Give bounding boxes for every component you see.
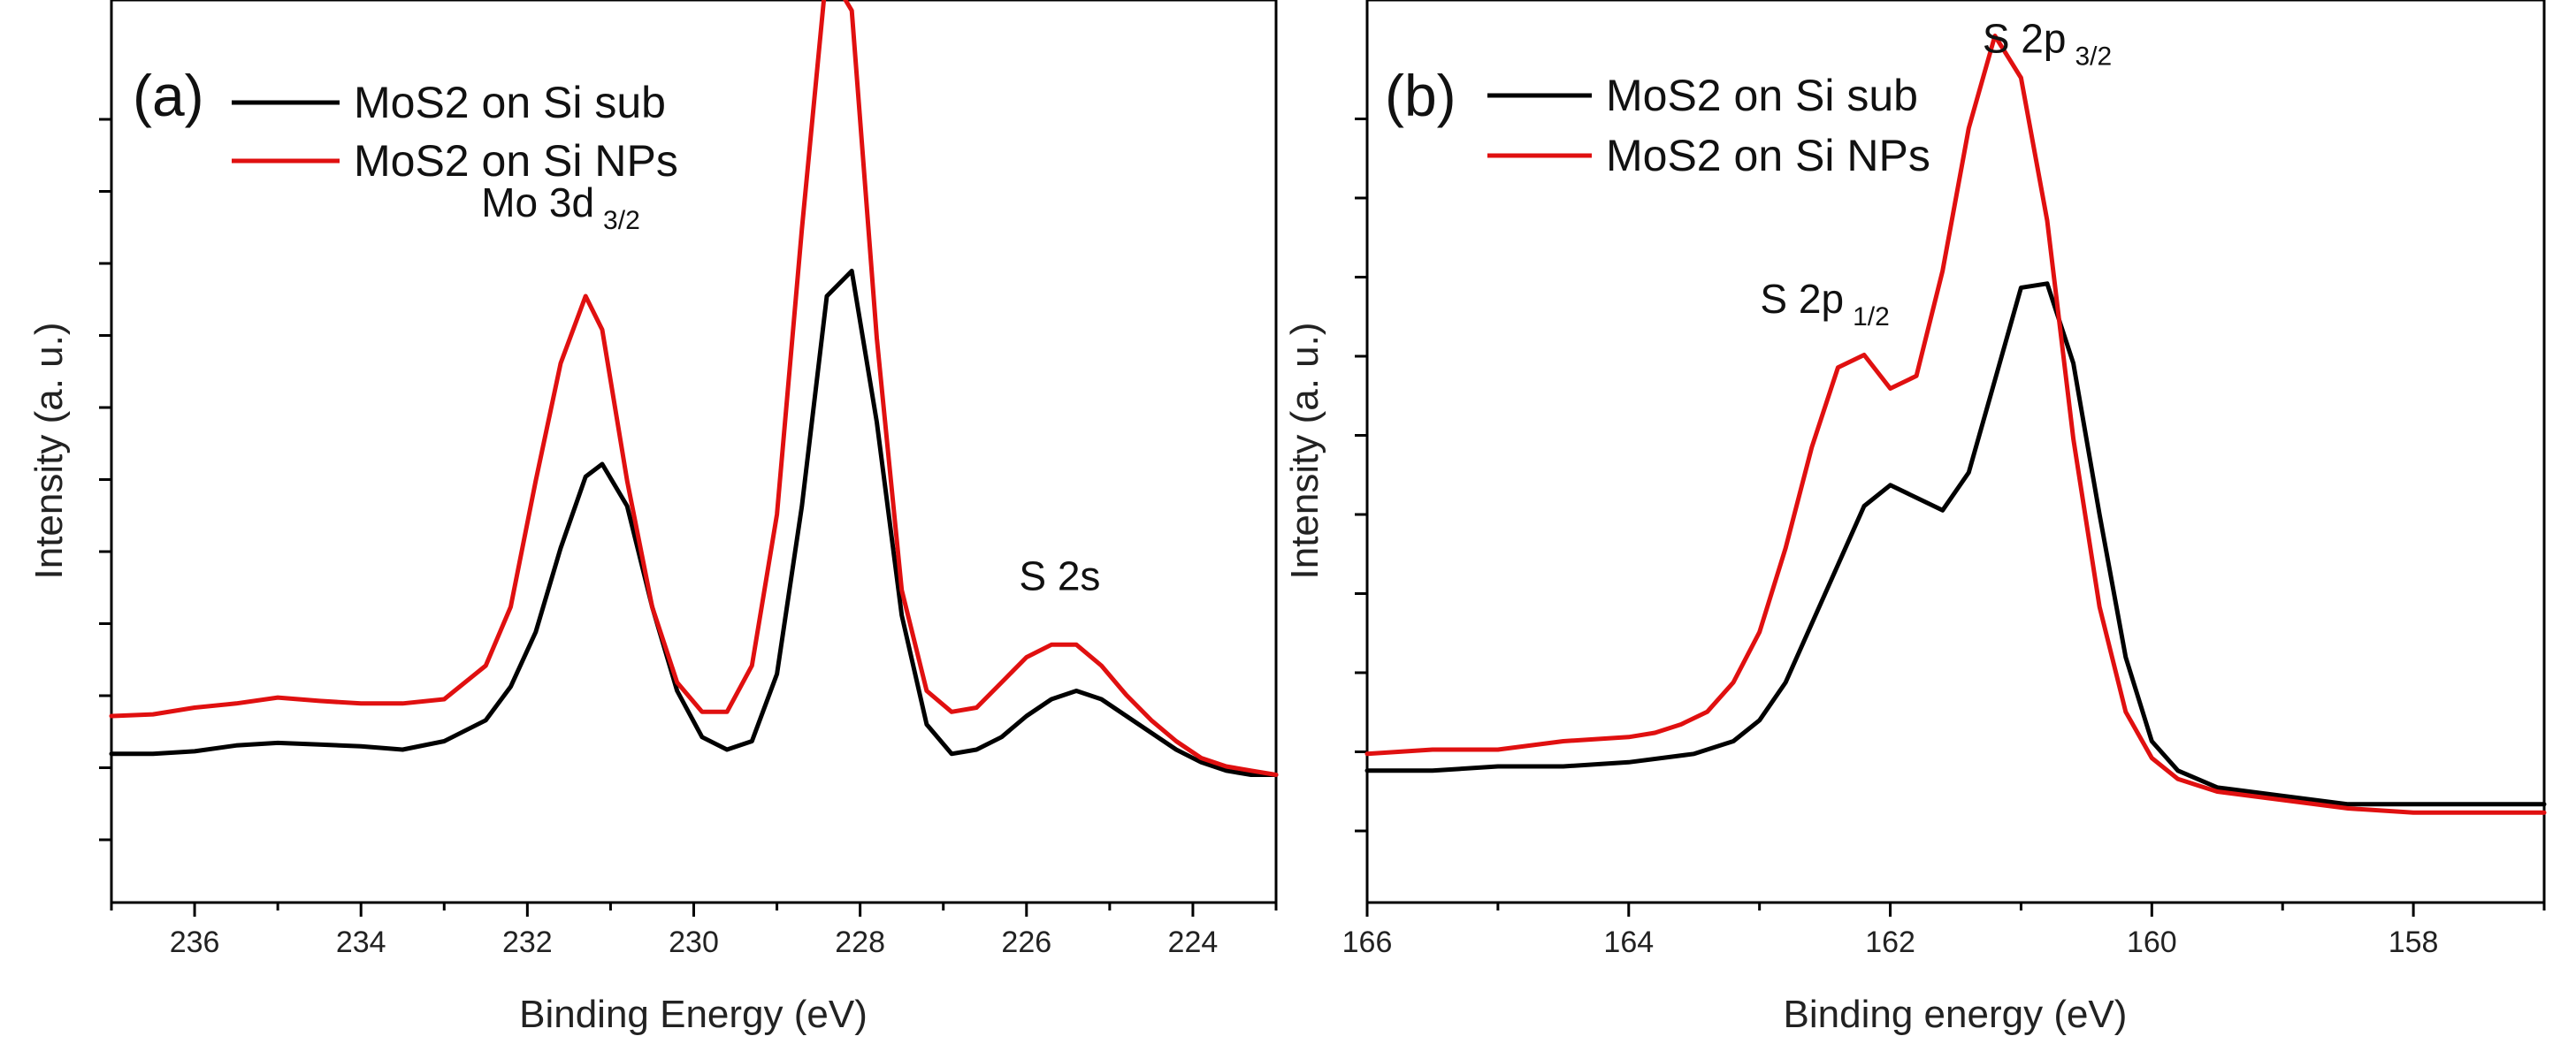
- panel-a-x-tick-label: 234: [336, 926, 386, 959]
- panel-b-letter: (b): [1385, 63, 1456, 128]
- panel-a-x-tick-label: 232: [502, 926, 553, 959]
- panel-a-legend-label-sub: MoS2 on Si sub: [354, 78, 666, 127]
- panel-b-series-line-si-sub: [1364, 281, 2547, 807]
- panel-a-x-tick-label: 228: [835, 926, 885, 959]
- panel-a-x-tick-label: 236: [170, 926, 220, 959]
- panel-b-legend-label-nps: MoS2 on Si NPs: [1606, 131, 1930, 180]
- panel-b-x-ticks: 166 164 162 160 158: [1342, 903, 2546, 959]
- panel-a-y-ticks: [99, 118, 111, 842]
- panel-b: 166 164 162 160 158 S 2p 1/2 S 2p 3/2 (b) MoS2 …: [1283, 0, 2547, 1036]
- panel-b-peak-annotation: S 2p 1/2: [1760, 276, 1889, 331]
- panel-a-x-tick-label: 226: [1001, 926, 1051, 959]
- panel-b-legend-label-sub: MoS2 on Si sub: [1606, 71, 1918, 120]
- panel-b-y-ticks: [1355, 118, 1367, 833]
- panel-b-x-axis-title: Binding energy (eV): [1784, 993, 2128, 1036]
- panel-a-series: [109, 0, 1279, 777]
- panel-a-x-ticks: 236 234 232 230 228 226 224: [110, 903, 1278, 959]
- panel-b-peak-annotation: S 2p 3/2: [1983, 16, 2112, 72]
- panel-a-series-line-si-nps: [109, 0, 1279, 777]
- panel-a-annotations: Mo 3d3/2Mo 3d5/2S 2s: [481, 179, 1100, 599]
- panel-a-letter: (a): [133, 63, 204, 128]
- panel-b-x-tick-label: 160: [2127, 926, 2177, 959]
- panel-a: 236 234 232 230 228 226 224 Mo 3d3/2Mo 3d5/2S …: [27, 0, 1279, 1036]
- panel-a-legend-label-nps: MoS2 on Si NPs: [354, 136, 678, 186]
- panel-a-peak-annotation: S 2s: [1019, 553, 1100, 599]
- panel-b-annotations: S 2p 1/2 S 2p 3/2: [1760, 16, 2112, 332]
- panel-a-x-tick-label: 224: [1168, 926, 1219, 959]
- panel-a-peak-annotation: Mo 3d 3/2: [481, 179, 640, 235]
- panel-b-frame: [1365, 0, 2546, 904]
- panel-b-y-axis-title: Intensity (a. u.): [1283, 322, 1326, 579]
- panel-b-x-tick-label: 162: [1865, 926, 1915, 959]
- panel-b-series: [1364, 34, 2547, 815]
- panel-b-series-line-si-nps: [1364, 34, 2547, 815]
- panel-a-frame: [110, 0, 1278, 904]
- panel-b-x-tick-label: 158: [2389, 926, 2439, 959]
- panel-a-x-tick-label: 230: [669, 926, 719, 959]
- panel-a-series-line-si-sub: [109, 269, 1279, 777]
- panel-b-x-tick-label: 164: [1603, 926, 1654, 959]
- panel-b-x-tick-label: 166: [1342, 926, 1393, 959]
- panel-a-x-axis-title: Binding Energy (eV): [519, 993, 868, 1036]
- panel-a-y-axis-title: Intensity (a. u.): [27, 322, 71, 579]
